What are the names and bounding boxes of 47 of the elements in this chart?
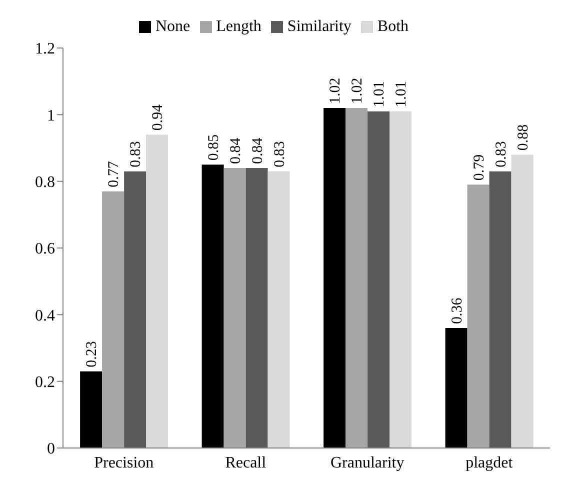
legend-label: None [155,18,190,35]
bar [346,108,368,448]
x-tick-label: plagdet [466,454,514,472]
legend-label: Length [216,18,262,35]
data-label: 1.01 [372,81,388,108]
data-label: 1.01 [394,81,410,108]
bar [202,164,224,448]
data-label: 0.36 [449,297,466,324]
y-tick-label: 1.2 [35,40,55,58]
bar [146,134,168,448]
bar [102,191,124,448]
data-label: 0.83 [128,141,144,168]
x-tick-label: Precision [94,454,154,472]
bar [445,328,468,448]
bar [80,371,102,448]
data-label: 0.77 [106,160,122,188]
legend-label: Similarity [287,18,352,35]
data-label: 0.94 [150,104,166,131]
data-label: 0.88 [515,124,532,151]
y-tick-label: 0.4 [35,307,55,324]
x-tick-label: Granularity [330,454,404,472]
y-tick-label: 0.2 [35,374,55,392]
y-tick-label: 0.6 [35,240,55,258]
bar [368,111,390,448]
bar [511,154,534,448]
y-tick-label: 0.8 [35,174,55,192]
bar [124,171,146,448]
bar [489,171,512,448]
data-label: 0.23 [84,341,100,368]
data-label: 0.79 [471,154,488,181]
bar [246,168,268,448]
legend-label: Both [377,18,409,35]
bar [390,111,412,448]
data-label: 1.02 [328,78,344,104]
data-label: 0.84 [250,137,266,164]
data-label: 0.85 [206,134,222,161]
bar [224,168,246,448]
bar [268,171,290,448]
bar [324,108,346,448]
data-label: 1.02 [350,78,366,104]
data-label: 0.84 [228,137,244,164]
data-label: 0.83 [493,141,510,168]
y-tick-label: 0 [47,440,55,458]
data-label: 0.83 [272,141,288,168]
y-tick-label: 1 [47,107,55,124]
x-tick-label: Recall [225,454,267,472]
bar [467,184,490,448]
